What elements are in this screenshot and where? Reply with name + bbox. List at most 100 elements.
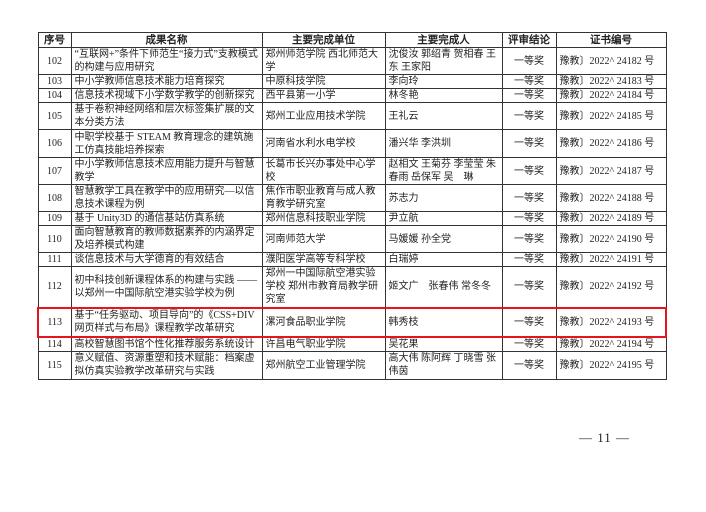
cell-title: 高校智慧图书馆个性化推荐服务系统设计	[70, 336, 263, 352]
cell-cert: 豫教〕2022^ 24183 号	[555, 74, 667, 89]
cell-unit: 郑州航空工业管理学院	[261, 350, 386, 380]
cell-title: 面向智慧教育的教师数据素养的内涵界定及培养模式构建	[70, 225, 263, 253]
cell-title: 信息技术视域下小学数学教学的创新探究	[70, 88, 263, 103]
cell-title: 基于“任务驱动、项目导向”的《CSS+DIV网页样式与布局》课程教学改革研究	[70, 306, 263, 338]
table-row: 115 意义赋值、资源重塑和技术赋能：档案虚拟仿真实验教学改革研究与实践 郑州航空工…	[37, 350, 667, 380]
table-row: 104 信息技术视域下小学数学教学的创新探究 西平县第一小学 林冬艳 一等奖 豫教〕202…	[37, 88, 667, 103]
cell-no: 111	[37, 252, 72, 267]
cell-result: 一等奖	[501, 129, 557, 158]
cell-people: 潘兴华 李洪圳	[384, 129, 503, 158]
cell-people: 高大伟 陈阿辉 丁晓雪 张伟茵	[384, 350, 503, 380]
cell-result: 一等奖	[501, 306, 557, 338]
table-header: 序号 成果名称 主要完成单位 主要完成人 评审结论 证书编号	[37, 32, 667, 48]
cell-result: 一等奖	[501, 157, 557, 185]
table-row: 108 智慧教学工具在教学中的应用研究—以信息技术课程为例 焦作市职业教育与成人教育…	[37, 184, 667, 212]
cell-unit: 郑州一中国际航空港实验学校 郑州市教育局教学研究室	[261, 266, 386, 308]
cell-no: 103	[37, 74, 72, 89]
cell-no: 105	[37, 102, 72, 130]
cell-title: 智慧教学工具在教学中的应用研究—以信息技术课程为例	[70, 184, 263, 212]
table-row: 106 中职学校基于 STEAM 教育理念的建筑施工仿真技能培养探索 河南省水利水电…	[37, 129, 667, 158]
cell-result: 一等奖	[501, 350, 557, 380]
cell-people: 赵相文 王菊芬 李莹莹 朱春雨 岳保军 吴 琳	[384, 157, 503, 185]
table-row: 110 面向智慧教育的教师数据素养的内涵界定及培养模式构建 河南师范大学 马媛媛 孙全…	[37, 225, 667, 253]
cell-unit: 长葛市长兴办事处中心学校	[261, 157, 386, 185]
cell-people: 姬文广 张春伟 常冬冬	[384, 266, 503, 308]
cell-result: 一等奖	[501, 102, 557, 130]
cell-cert: 豫教〕2022^ 24192 号	[555, 266, 667, 308]
header-col-result: 评审结论	[501, 32, 557, 48]
cell-title: 意义赋值、资源重塑和技术赋能：档案虚拟仿真实验教学改革研究与实践	[70, 350, 263, 380]
table-row: 111 谈信息技术与大学德育的有效结合 濮阳医学高等专科学校 白瑞婷 一等奖 豫教〕202…	[37, 252, 667, 267]
cell-result: 一等奖	[501, 225, 557, 253]
cell-no: 104	[37, 88, 72, 103]
cell-cert: 豫教〕2022^ 24194 号	[555, 336, 667, 352]
cell-result: 一等奖	[501, 88, 557, 103]
cell-cert: 豫教〕2022^ 24185 号	[555, 102, 667, 130]
table-row: 102 “互联网+”条件下师范生“接力式”支教模式的构建与应用研究 郑州师范学院 西…	[37, 47, 667, 75]
cell-people: 苏志力	[384, 184, 503, 212]
cell-result: 一等奖	[501, 184, 557, 212]
cell-unit: 河南省水利水电学校	[261, 129, 386, 158]
cell-no: 112	[37, 266, 72, 308]
cell-no: 102	[37, 47, 72, 75]
cell-title: “互联网+”条件下师范生“接力式”支教模式的构建与应用研究	[70, 47, 263, 75]
table-row: 112 初中科技创新课程体系的构建与实践 ——以郑州一中国际航空港实验学校为例 郑州…	[37, 266, 667, 308]
awards-table: 序号 成果名称 主要完成单位 主要完成人 评审结论 证书编号 102 “互联网+”条件下师范…	[37, 32, 667, 380]
cell-unit: 郑州师范学院 西北师范大学	[261, 47, 386, 75]
cell-people: 吴花果	[384, 336, 503, 352]
cell-unit: 濮阳医学高等专科学校	[261, 252, 386, 267]
cell-unit: 郑州工业应用技术学院	[261, 102, 386, 130]
cell-unit: 漯河食品职业学院	[261, 306, 386, 338]
cell-cert: 豫教〕2022^ 24189 号	[555, 211, 667, 226]
page-content: 序号 成果名称 主要完成单位 主要完成人 评审结论 证书编号 102 “互联网+”条件下师范…	[37, 32, 667, 446]
cell-result: 一等奖	[501, 74, 557, 89]
cell-people: 白瑞婷	[384, 252, 503, 267]
cell-title: 初中科技创新课程体系的构建与实践 ——以郑州一中国际航空港实验学校为例	[70, 266, 263, 308]
cell-cert: 豫教〕2022^ 24188 号	[555, 184, 667, 212]
cell-unit: 中原科技学院	[261, 74, 386, 89]
cell-unit: 许昌电气职业学院	[261, 336, 386, 352]
cell-people: 尹立航	[384, 211, 503, 226]
cell-unit: 焦作市职业教育与成人教育教学研究室	[261, 184, 386, 212]
cell-result: 一等奖	[501, 211, 557, 226]
cell-people: 李向玲	[384, 74, 503, 89]
cell-cert: 豫教〕2022^ 24190 号	[555, 225, 667, 253]
cell-unit: 郑州信息科技职业学院	[261, 211, 386, 226]
cell-title: 中小学教师信息技术能力培育探究	[70, 74, 263, 89]
table-row: 105 基于卷积神经网络和层次标签集扩展的文本分类方法 郑州工业应用技术学院 王礼云一…	[37, 102, 667, 130]
page-number: — 11 —	[578, 429, 630, 445]
cell-cert: 豫教〕2022^ 24184 号	[555, 88, 667, 103]
cell-title: 中职学校基于 STEAM 教育理念的建筑施工仿真技能培养探索	[70, 129, 263, 158]
cell-cert: 豫教〕2022^ 24195 号	[555, 350, 667, 380]
table-row: 114 高校智慧图书馆个性化推荐服务系统设计 许昌电气职业学院 吴花果 一等奖 豫教〕20…	[37, 336, 667, 352]
cell-title: 中小学教师信息技术应用能力提升与智慧教学	[70, 157, 263, 185]
cell-no: 110	[37, 225, 72, 253]
cell-title: 谈信息技术与大学德育的有效结合	[70, 252, 263, 267]
cell-people: 王礼云	[384, 102, 503, 130]
table-row: 103 中小学教师信息技术能力培育探究 中原科技学院 李向玲 一等奖 豫教〕2022^ 2…	[37, 74, 667, 89]
cell-title: 基于 Unity3D 的通信基站仿真系统	[70, 211, 263, 226]
header-col-title: 成果名称	[70, 32, 263, 48]
cell-no: 114	[37, 336, 72, 352]
header-col-unit: 主要完成单位	[261, 32, 386, 48]
cell-cert: 豫教〕2022^ 24186 号	[555, 129, 667, 158]
cell-people: 韩秀枝	[384, 306, 503, 338]
cell-title: 基于卷积神经网络和层次标签集扩展的文本分类方法	[70, 102, 263, 130]
cell-no: 107	[37, 157, 72, 185]
cell-people: 沈俊汝 郭绍青 贺相春 王 东 王家阳	[384, 47, 506, 75]
table-row: 107 中小学教师信息技术应用能力提升与智慧教学 长葛市长兴办事处中心学校 赵相文 王…	[37, 157, 667, 185]
cell-cert: 豫教〕2022^ 24191 号	[555, 252, 667, 267]
cell-result: 一等奖	[501, 252, 557, 267]
cell-result: 一等奖	[501, 266, 557, 308]
cell-unit: 西平县第一小学	[261, 88, 386, 103]
table-row: 109 基于 Unity3D 的通信基站仿真系统 郑州信息科技职业学院 尹立航 一等奖豫…	[37, 211, 667, 226]
cell-no: 109	[37, 211, 72, 226]
cell-result: 一等奖	[501, 336, 557, 352]
cell-no: 115	[37, 350, 72, 380]
cell-cert: 豫教〕2022^ 24187 号	[555, 157, 667, 185]
table-row-highlighted: 113 基于“任务驱动、项目导向”的《CSS+DIV网页样式与布局》课程教学改革研…	[37, 306, 667, 338]
cell-cert: 豫教〕2022^ 24182 号	[555, 47, 667, 75]
header-col-people: 主要完成人	[384, 32, 503, 48]
header-col-cert: 证书编号	[555, 32, 667, 48]
header-col-no: 序号	[37, 32, 72, 48]
